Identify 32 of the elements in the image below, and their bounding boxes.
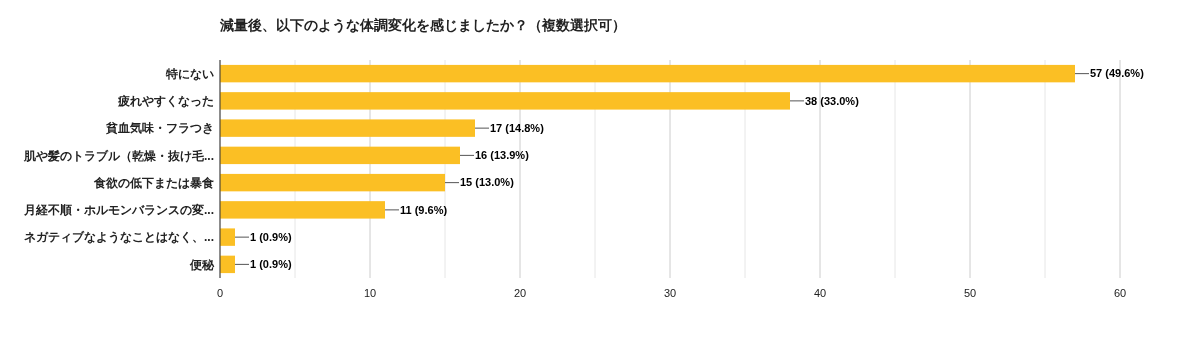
bar (220, 92, 790, 110)
y-tick-label: 貧血気味・フラつき (105, 121, 214, 136)
x-tick-label: 40 (813, 287, 827, 299)
data-label: 1 (0.9%) (250, 258, 292, 271)
bar (220, 64, 1075, 83)
bar (220, 228, 235, 246)
y-tick-label: 便秘 (189, 257, 215, 272)
y-tick-label: ネガティブなようなことはなく、... (23, 230, 214, 245)
x-tick-label: 50 (963, 287, 977, 299)
x-tick-label: 0 (216, 287, 224, 299)
data-label: 11 (9.6%) (400, 203, 448, 216)
data-label: 38 (33.0%) (805, 94, 860, 107)
bar (220, 119, 475, 137)
x-tick-label: 60 (1113, 287, 1127, 299)
data-label: 15 (13.0%) (460, 176, 515, 189)
y-tick-label: 月経不順・ホルモンバランスの変... (22, 203, 214, 218)
y-tick-label: 疲れやすくなった (117, 94, 214, 109)
y-tick-label: 食欲の低下または暴食 (93, 175, 214, 190)
bar (220, 201, 385, 219)
data-label: 16 (13.9%) (475, 149, 530, 162)
x-tick-label: 10 (363, 287, 377, 299)
data-label: 17 (14.8%) (490, 121, 545, 134)
y-tick-label: 肌や髪のトラブル（乾燥・抜け毛... (22, 148, 214, 163)
x-tick-label: 30 (663, 287, 677, 299)
x-tick-label: 20 (513, 287, 527, 299)
bar (220, 173, 445, 192)
bar (220, 146, 460, 165)
chart-title: 減量後、以下のような体調変化を感じましたか？（複数選択可） (219, 17, 626, 34)
y-tick-label: 特にない (165, 66, 214, 81)
bar (220, 255, 235, 274)
data-label: 57 (49.6%) (1090, 67, 1145, 80)
data-label: 1 (0.9%) (250, 230, 292, 243)
